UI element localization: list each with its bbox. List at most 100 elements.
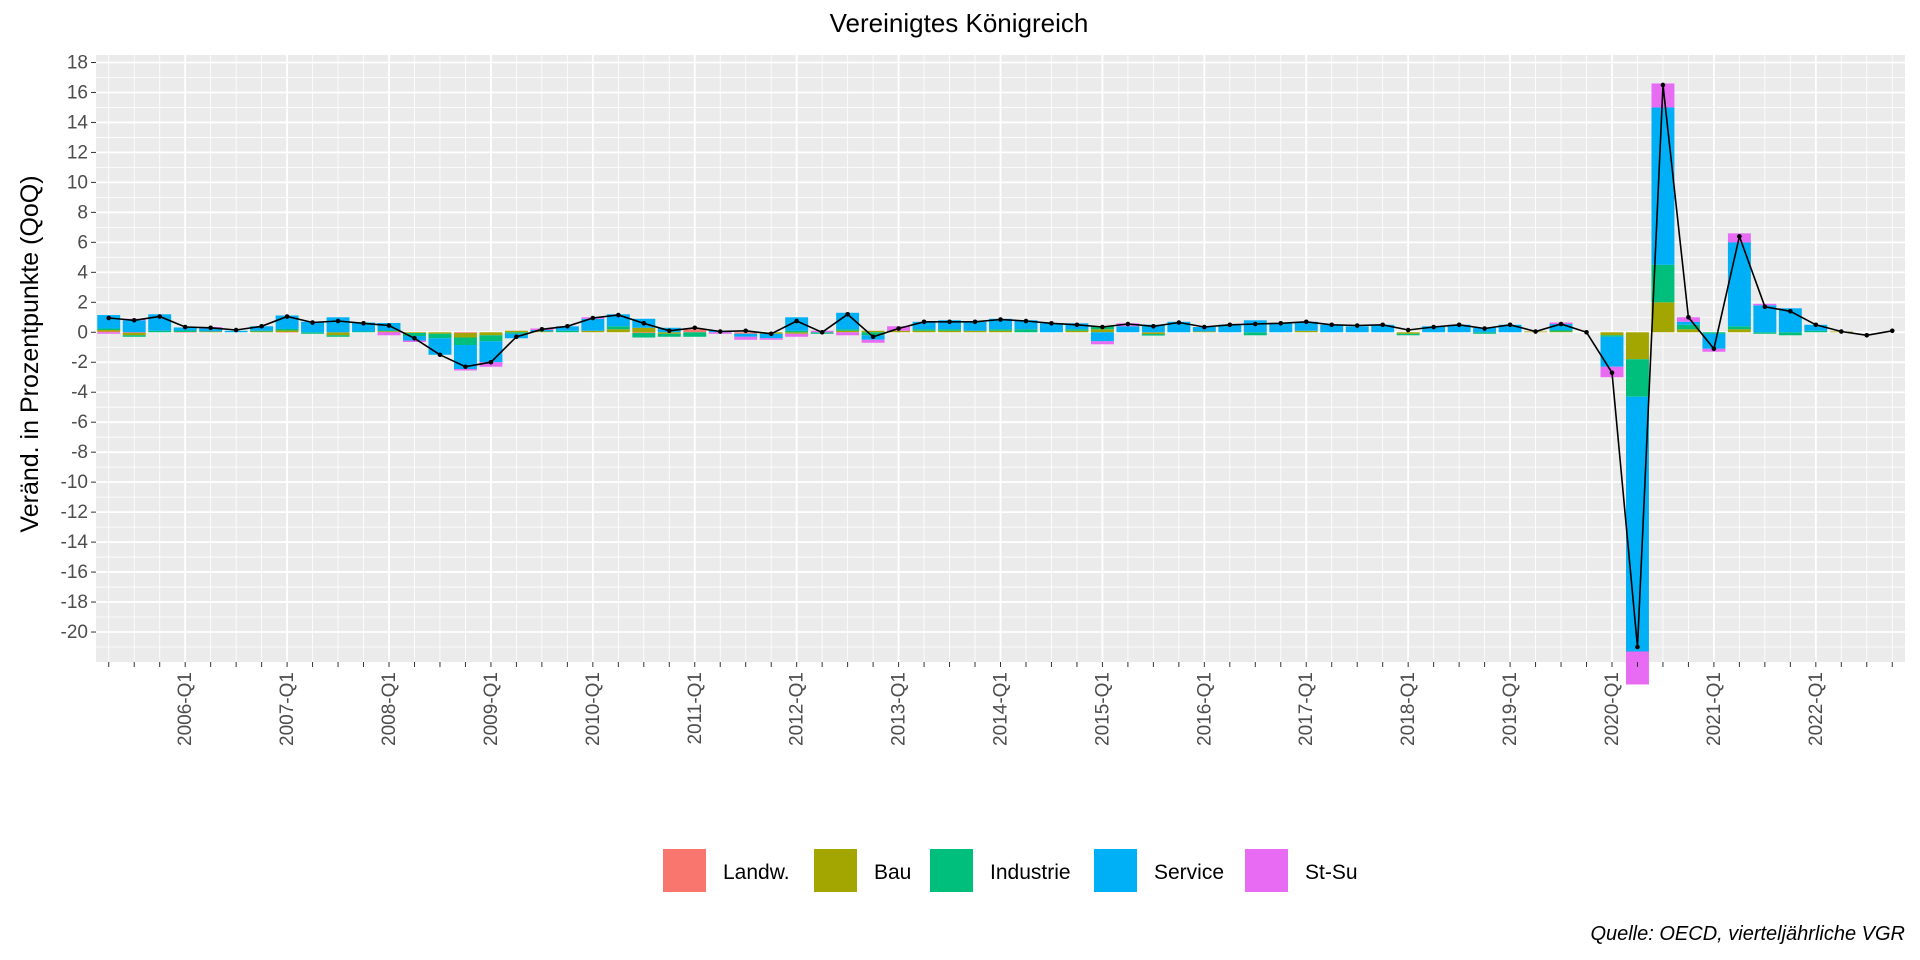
- bar-segment: [1447, 324, 1471, 333]
- chart-title: Vereinigtes Königreich: [830, 8, 1089, 38]
- bar-segment: [1090, 329, 1114, 333]
- total-point: [1558, 321, 1564, 327]
- bar-segment: [453, 332, 477, 334]
- bar-segment: [1651, 264, 1675, 303]
- legend-item: Service: [1094, 849, 1224, 892]
- bar-segment: [1014, 320, 1038, 330]
- bar-segment: [250, 330, 274, 332]
- bar-segment: [403, 333, 426, 337]
- bar-segment: [148, 330, 172, 333]
- total-point: [1329, 322, 1335, 328]
- bar-segment: [479, 335, 503, 342]
- legend-label: Bau: [874, 861, 911, 884]
- bar-segment: [530, 331, 554, 333]
- total-point: [1202, 324, 1207, 330]
- bar-segment: [1116, 326, 1140, 333]
- total-point: [972, 319, 978, 325]
- bar-segment: [1727, 242, 1751, 327]
- legend: Landw. Bau Industrie Service St-Su: [663, 849, 1358, 892]
- bar-segment: [173, 330, 197, 332]
- x-tick-label: 2007-Q1: [277, 672, 298, 746]
- bar-segment: [632, 333, 656, 338]
- total-point: [106, 315, 112, 321]
- bar-segment: [403, 332, 426, 334]
- bar-segment: [606, 326, 630, 330]
- total-point: [1252, 321, 1258, 327]
- y-tick-label: 8: [77, 202, 88, 223]
- total-point: [1737, 234, 1742, 239]
- bar-segment: [504, 330, 528, 333]
- bar-segment: [301, 321, 325, 333]
- total-point: [1049, 320, 1054, 326]
- bar-segment: [989, 329, 1012, 331]
- bar-segment: [1473, 332, 1497, 334]
- x-tick-label: 2011-Q1: [685, 672, 706, 745]
- bar-segment: [250, 331, 274, 333]
- bar-segment: [1727, 329, 1751, 333]
- total-point: [1100, 324, 1105, 330]
- total-point: [565, 323, 570, 329]
- total-point: [1635, 644, 1640, 650]
- bar-segment: [938, 329, 962, 331]
- bar-segment: [275, 331, 299, 333]
- total-point: [794, 318, 799, 324]
- bar-segment: [1804, 324, 1828, 331]
- legend-item: Landw.: [663, 849, 790, 892]
- bar-segment: [861, 330, 885, 333]
- y-tick-label: 10: [67, 172, 88, 193]
- total-point: [1482, 326, 1487, 331]
- bar-segment: [1167, 321, 1191, 333]
- bar-segment: [632, 327, 656, 333]
- bar-segment: [352, 322, 375, 332]
- total-point: [386, 323, 392, 328]
- bar-segment: [453, 333, 477, 338]
- bar-segment: [1294, 330, 1318, 333]
- bar-segment: [785, 330, 809, 333]
- bar-segment: [352, 331, 375, 333]
- total-point: [1456, 322, 1462, 328]
- bar-segment: [963, 330, 987, 333]
- bar-segment: [1676, 321, 1700, 325]
- total-point: [488, 359, 494, 365]
- bar-segment: [1804, 330, 1828, 333]
- total-point: [1686, 314, 1691, 320]
- legend-label: Industrie: [990, 861, 1071, 884]
- bar-segment: [1549, 324, 1573, 331]
- bar-segment: [989, 318, 1012, 330]
- bar-segment: [683, 332, 707, 337]
- total-point: [1151, 323, 1156, 329]
- bar-segment: [428, 333, 452, 339]
- legend-label: Landw.: [723, 861, 790, 884]
- total-point: [1125, 321, 1131, 327]
- total-point: [1813, 322, 1819, 328]
- bar-segment: [785, 332, 809, 334]
- x-tick-label: 2017-Q1: [1296, 672, 1317, 746]
- bar-segment: [97, 332, 121, 334]
- bar-segment: [504, 332, 528, 334]
- total-point: [310, 320, 315, 325]
- total-point: [845, 311, 850, 317]
- legend-item: Bau: [814, 849, 911, 892]
- x-tick-label: 2014-Q1: [991, 672, 1012, 746]
- bar-segment: [1141, 334, 1165, 336]
- total-point: [233, 327, 239, 333]
- bar-segment: [1294, 321, 1318, 331]
- total-point: [539, 326, 545, 332]
- bar-segment: [377, 332, 401, 336]
- total-point: [284, 314, 290, 319]
- x-tick-label: 2009-Q1: [481, 672, 502, 746]
- bar-segment: [122, 333, 146, 336]
- total-point: [641, 320, 647, 326]
- total-point: [514, 334, 519, 340]
- legend-key: [1245, 849, 1288, 892]
- bar-segment: [1371, 324, 1395, 333]
- legend-item: St-Su: [1245, 849, 1358, 892]
- bar-segment: [1320, 324, 1344, 333]
- bar-segment: [275, 328, 299, 331]
- total-point: [182, 324, 188, 330]
- bar-segment: [479, 332, 503, 336]
- x-tick-label: 2013-Q1: [889, 672, 910, 746]
- bar-segment: [453, 368, 477, 371]
- bar-segment: [912, 321, 936, 330]
